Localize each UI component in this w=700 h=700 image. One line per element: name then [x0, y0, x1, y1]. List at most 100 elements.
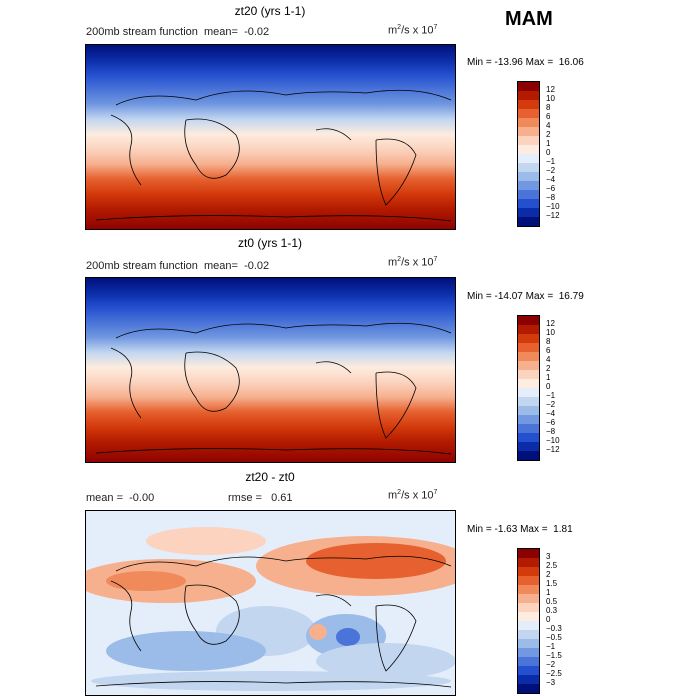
colorbar-tick-label: −8: [546, 193, 556, 202]
panel-2-min-value: -14.07: [494, 291, 523, 302]
colorbar-tick-label: 8: [546, 337, 551, 346]
panel-1-max-value: 16.06: [558, 57, 584, 68]
panel-1-coastlines: [95, 89, 452, 222]
colorbar-swatch: [518, 370, 539, 379]
colorbar-swatch: [518, 316, 539, 325]
colorbar-swatch: [518, 424, 539, 433]
colorbar-swatch: [518, 217, 539, 226]
colorbar-swatch: [518, 406, 539, 415]
colorbar-tick-label: 10: [546, 94, 555, 103]
colorbar-tick-label: −1.5: [546, 651, 562, 660]
colorbar-swatch: [518, 397, 539, 406]
colorbar-swatch: [518, 118, 539, 127]
colorbar-swatch: [518, 433, 539, 442]
panel-1-units: m2/s x 107: [388, 24, 438, 37]
colorbar-tick-label: −2: [546, 166, 556, 175]
panel-3-mean-value: -0.00: [129, 492, 155, 504]
colorbar-tick-label: −2: [546, 400, 556, 409]
colorbar-swatch: [518, 576, 539, 585]
colorbar-tick-label: 2: [546, 570, 551, 579]
colorbar-tick-label: 2.5: [546, 561, 558, 570]
colorbar-swatch: [518, 612, 539, 621]
colorbar-tick-label: 4: [546, 355, 551, 364]
colorbar-swatch: [518, 199, 539, 208]
colorbar-tick-label: −1: [546, 157, 556, 166]
colorbar-swatch: [518, 325, 539, 334]
panel-3-title: zt20 - zt0: [245, 470, 295, 484]
panel-1-field-label: 200mb stream function: [86, 26, 198, 38]
colorbar-tick-label: −1: [546, 642, 556, 651]
colorbar-swatch: [518, 343, 539, 352]
colorbar-tick-label: −4: [546, 409, 556, 418]
colorbar-tick-label: 12: [546, 319, 555, 328]
colorbar-tick-label: 0.5: [546, 597, 558, 606]
colorbar-swatch: [518, 163, 539, 172]
colorbar-tick-label: 4: [546, 121, 551, 130]
panel-1-map: [85, 44, 456, 230]
colorbar-swatch: [518, 684, 539, 693]
colorbar-tick-label: −6: [546, 418, 556, 427]
colorbar-swatch: [518, 549, 539, 558]
colorbar-swatch: [518, 100, 539, 109]
colorbar-tick-label: 0: [546, 148, 551, 157]
colorbar-swatch: [518, 361, 539, 370]
colorbar-tick-label: 3: [546, 552, 551, 561]
colorbar-tick-label: 8: [546, 103, 551, 112]
colorbar-swatch: [518, 334, 539, 343]
colorbar-swatch: [518, 648, 539, 657]
colorbar-swatch: [518, 567, 539, 576]
colorbar-tick-label: 10: [546, 328, 555, 337]
colorbar-swatch: [518, 657, 539, 666]
colorbar-swatch: [518, 154, 539, 163]
colorbar-swatch: [518, 442, 539, 451]
panel-3-max-value: 1.81: [553, 524, 573, 535]
panel-1-subtitle: 200mb stream function mean= -0.02: [86, 26, 269, 38]
colorbar-tick-label: 1: [546, 139, 551, 148]
colorbar-swatch: [518, 558, 539, 567]
panel-3-coastlines: [95, 555, 452, 688]
colorbar-tick-label: −12: [546, 211, 560, 220]
panel-2-map: [85, 277, 456, 463]
colorbar-tick-label: −4: [546, 175, 556, 184]
panel-1-mean-label: mean=: [204, 26, 238, 38]
panel-3-colorbar-ticks: 3 2.5 2 1.5 1 0.5 0.3 0 −0.3 −0.5 −1 −1.5 −2 −2.5 −3: [546, 548, 596, 694]
colorbar-tick-label: −10: [546, 202, 560, 211]
colorbar-tick-label: −6: [546, 184, 556, 193]
panel-2-units: m2/s x 107: [388, 256, 438, 269]
colorbar-tick-label: −0.3: [546, 624, 562, 633]
colorbar-tick-label: −12: [546, 445, 560, 454]
colorbar-swatch: [518, 91, 539, 100]
panel-2-mean-label: mean=: [204, 260, 238, 272]
colorbar-swatch: [518, 630, 539, 639]
colorbar-swatch: [518, 388, 539, 397]
panel-3-min-value: -1.63: [494, 524, 518, 535]
colorbar-tick-label: 6: [546, 112, 551, 121]
colorbar-swatch: [518, 109, 539, 118]
colorbar-swatch: [518, 145, 539, 154]
panel-1-colorbar-ticks: 12 10 8 6 4 2 1 0 −1 −2 −4 −6 −8 −10 −12: [546, 81, 596, 227]
panel-1-mean-value: -0.02: [244, 26, 270, 38]
colorbar-tick-label: 12: [546, 85, 555, 94]
colorbar-swatch: [518, 594, 539, 603]
colorbar-tick-label: 1.5: [546, 579, 558, 588]
colorbar-swatch: [518, 675, 539, 684]
colorbar-swatch: [518, 585, 539, 594]
panel-2-minmax: Min = -14.07 Max = 16.79: [467, 291, 584, 302]
colorbar-tick-label: 2: [546, 130, 551, 139]
season-heading: MAM: [505, 8, 553, 30]
colorbar-tick-label: 6: [546, 346, 551, 355]
colorbar-swatch: [518, 181, 539, 190]
colorbar-tick-label: 0: [546, 615, 551, 624]
panel-1-title: zt20 (yrs 1-1): [234, 4, 306, 18]
panel-3-minmax: Min = -1.63 Max = 1.81: [467, 524, 573, 535]
colorbar-swatch: [518, 379, 539, 388]
colorbar-swatch: [518, 666, 539, 675]
colorbar-tick-label: −2.5: [546, 669, 562, 678]
panel-2-max-value: 16.79: [558, 291, 584, 302]
colorbar-swatch: [518, 136, 539, 145]
colorbar-tick-label: −2: [546, 660, 556, 669]
panel-1-minmax: Min = -13.96 Max = 16.06: [467, 57, 584, 68]
colorbar-swatch: [518, 639, 539, 648]
colorbar-tick-label: 1: [546, 373, 551, 382]
colorbar-tick-label: −3: [546, 678, 556, 687]
